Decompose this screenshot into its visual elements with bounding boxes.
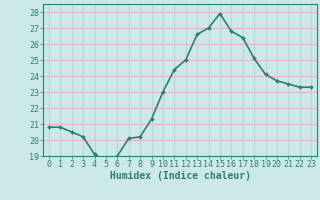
X-axis label: Humidex (Indice chaleur): Humidex (Indice chaleur) bbox=[109, 171, 251, 181]
